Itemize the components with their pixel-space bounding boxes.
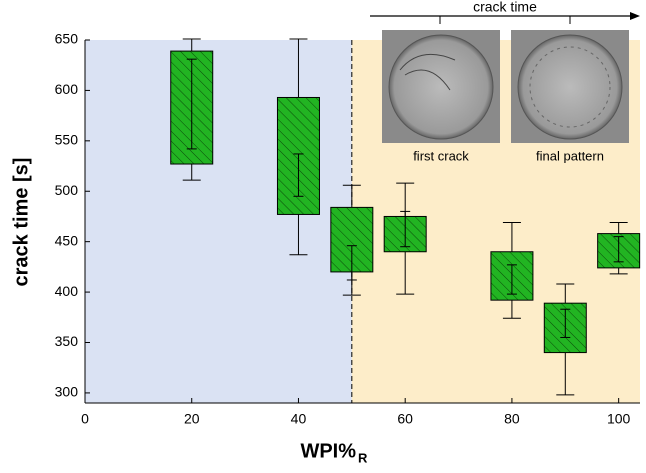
y-tick-label: 350 bbox=[55, 333, 79, 349]
y-axis-label: crack time [s] bbox=[10, 158, 32, 287]
inset: crack time first crack final pattern bbox=[370, 0, 640, 163]
x-tick-label: 20 bbox=[184, 411, 200, 427]
x-tick-label: 60 bbox=[397, 411, 413, 427]
y-tick-label: 400 bbox=[55, 283, 79, 299]
y-tick-label: 500 bbox=[55, 182, 79, 198]
arrow-label: crack time bbox=[473, 0, 537, 15]
x-tick-label: 80 bbox=[504, 411, 520, 427]
y-tick-label: 550 bbox=[55, 132, 79, 148]
crack-pattern bbox=[529, 46, 611, 128]
y-tick-label: 600 bbox=[55, 81, 79, 97]
crack bbox=[399, 53, 456, 91]
x-tick-label: 100 bbox=[607, 411, 631, 427]
x-tick-label: 0 bbox=[81, 411, 89, 427]
image-label: first crack bbox=[413, 148, 469, 163]
plot: 300 350 400 450 500 550 600 650 0 20 40 60 80 100 bbox=[55, 31, 641, 427]
x-tick-label: 40 bbox=[291, 411, 307, 427]
y-tick-label: 300 bbox=[55, 384, 79, 400]
image-label: final pattern bbox=[536, 148, 604, 163]
droplet bbox=[517, 34, 623, 140]
y-tick-label: 450 bbox=[55, 232, 79, 248]
droplet bbox=[388, 34, 494, 140]
region bbox=[85, 40, 352, 403]
arrow-head bbox=[630, 12, 640, 20]
x-axis-label-sub: R bbox=[358, 450, 368, 465]
y-tick-label: 650 bbox=[55, 31, 79, 47]
x-axis-label: WPI% bbox=[300, 440, 356, 462]
